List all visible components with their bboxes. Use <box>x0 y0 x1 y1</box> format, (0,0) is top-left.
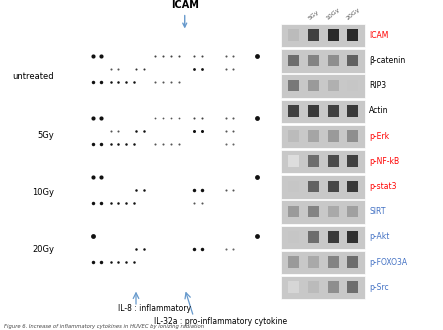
Text: untreated: untreated <box>12 72 54 81</box>
Text: 20Gy: 20Gy <box>345 7 361 21</box>
Text: ICAM: ICAM <box>369 31 389 40</box>
Text: SIRT: SIRT <box>369 207 385 216</box>
Text: 10Gy: 10Gy <box>32 188 54 197</box>
Text: 5Gy: 5Gy <box>37 131 54 141</box>
Text: p-FOXO3A: p-FOXO3A <box>369 257 407 267</box>
Text: p-Erk: p-Erk <box>369 132 389 141</box>
Text: 5Gy: 5Gy <box>307 10 320 21</box>
Text: RIP3: RIP3 <box>369 81 386 90</box>
Text: IL-8 : inflammatory: IL-8 : inflammatory <box>118 304 191 313</box>
Text: p-Akt: p-Akt <box>369 232 389 241</box>
Text: Figure 6. Increase of inflammatory cytokines in HUVEC by ionizing radiation: Figure 6. Increase of inflammatory cytok… <box>4 324 205 329</box>
Text: ICAM: ICAM <box>171 0 198 27</box>
Text: 20Gy: 20Gy <box>32 245 54 254</box>
Text: IL-32a : pro-inflammatory cytokine: IL-32a : pro-inflammatory cytokine <box>154 317 287 326</box>
Text: p-NF-kB: p-NF-kB <box>369 157 399 166</box>
Text: β-catenin: β-catenin <box>369 56 405 65</box>
Text: p-stat3: p-stat3 <box>369 182 396 191</box>
Text: Actin: Actin <box>369 106 389 115</box>
Text: 10Gy: 10Gy <box>326 7 342 21</box>
Text: p-Src: p-Src <box>369 283 389 292</box>
